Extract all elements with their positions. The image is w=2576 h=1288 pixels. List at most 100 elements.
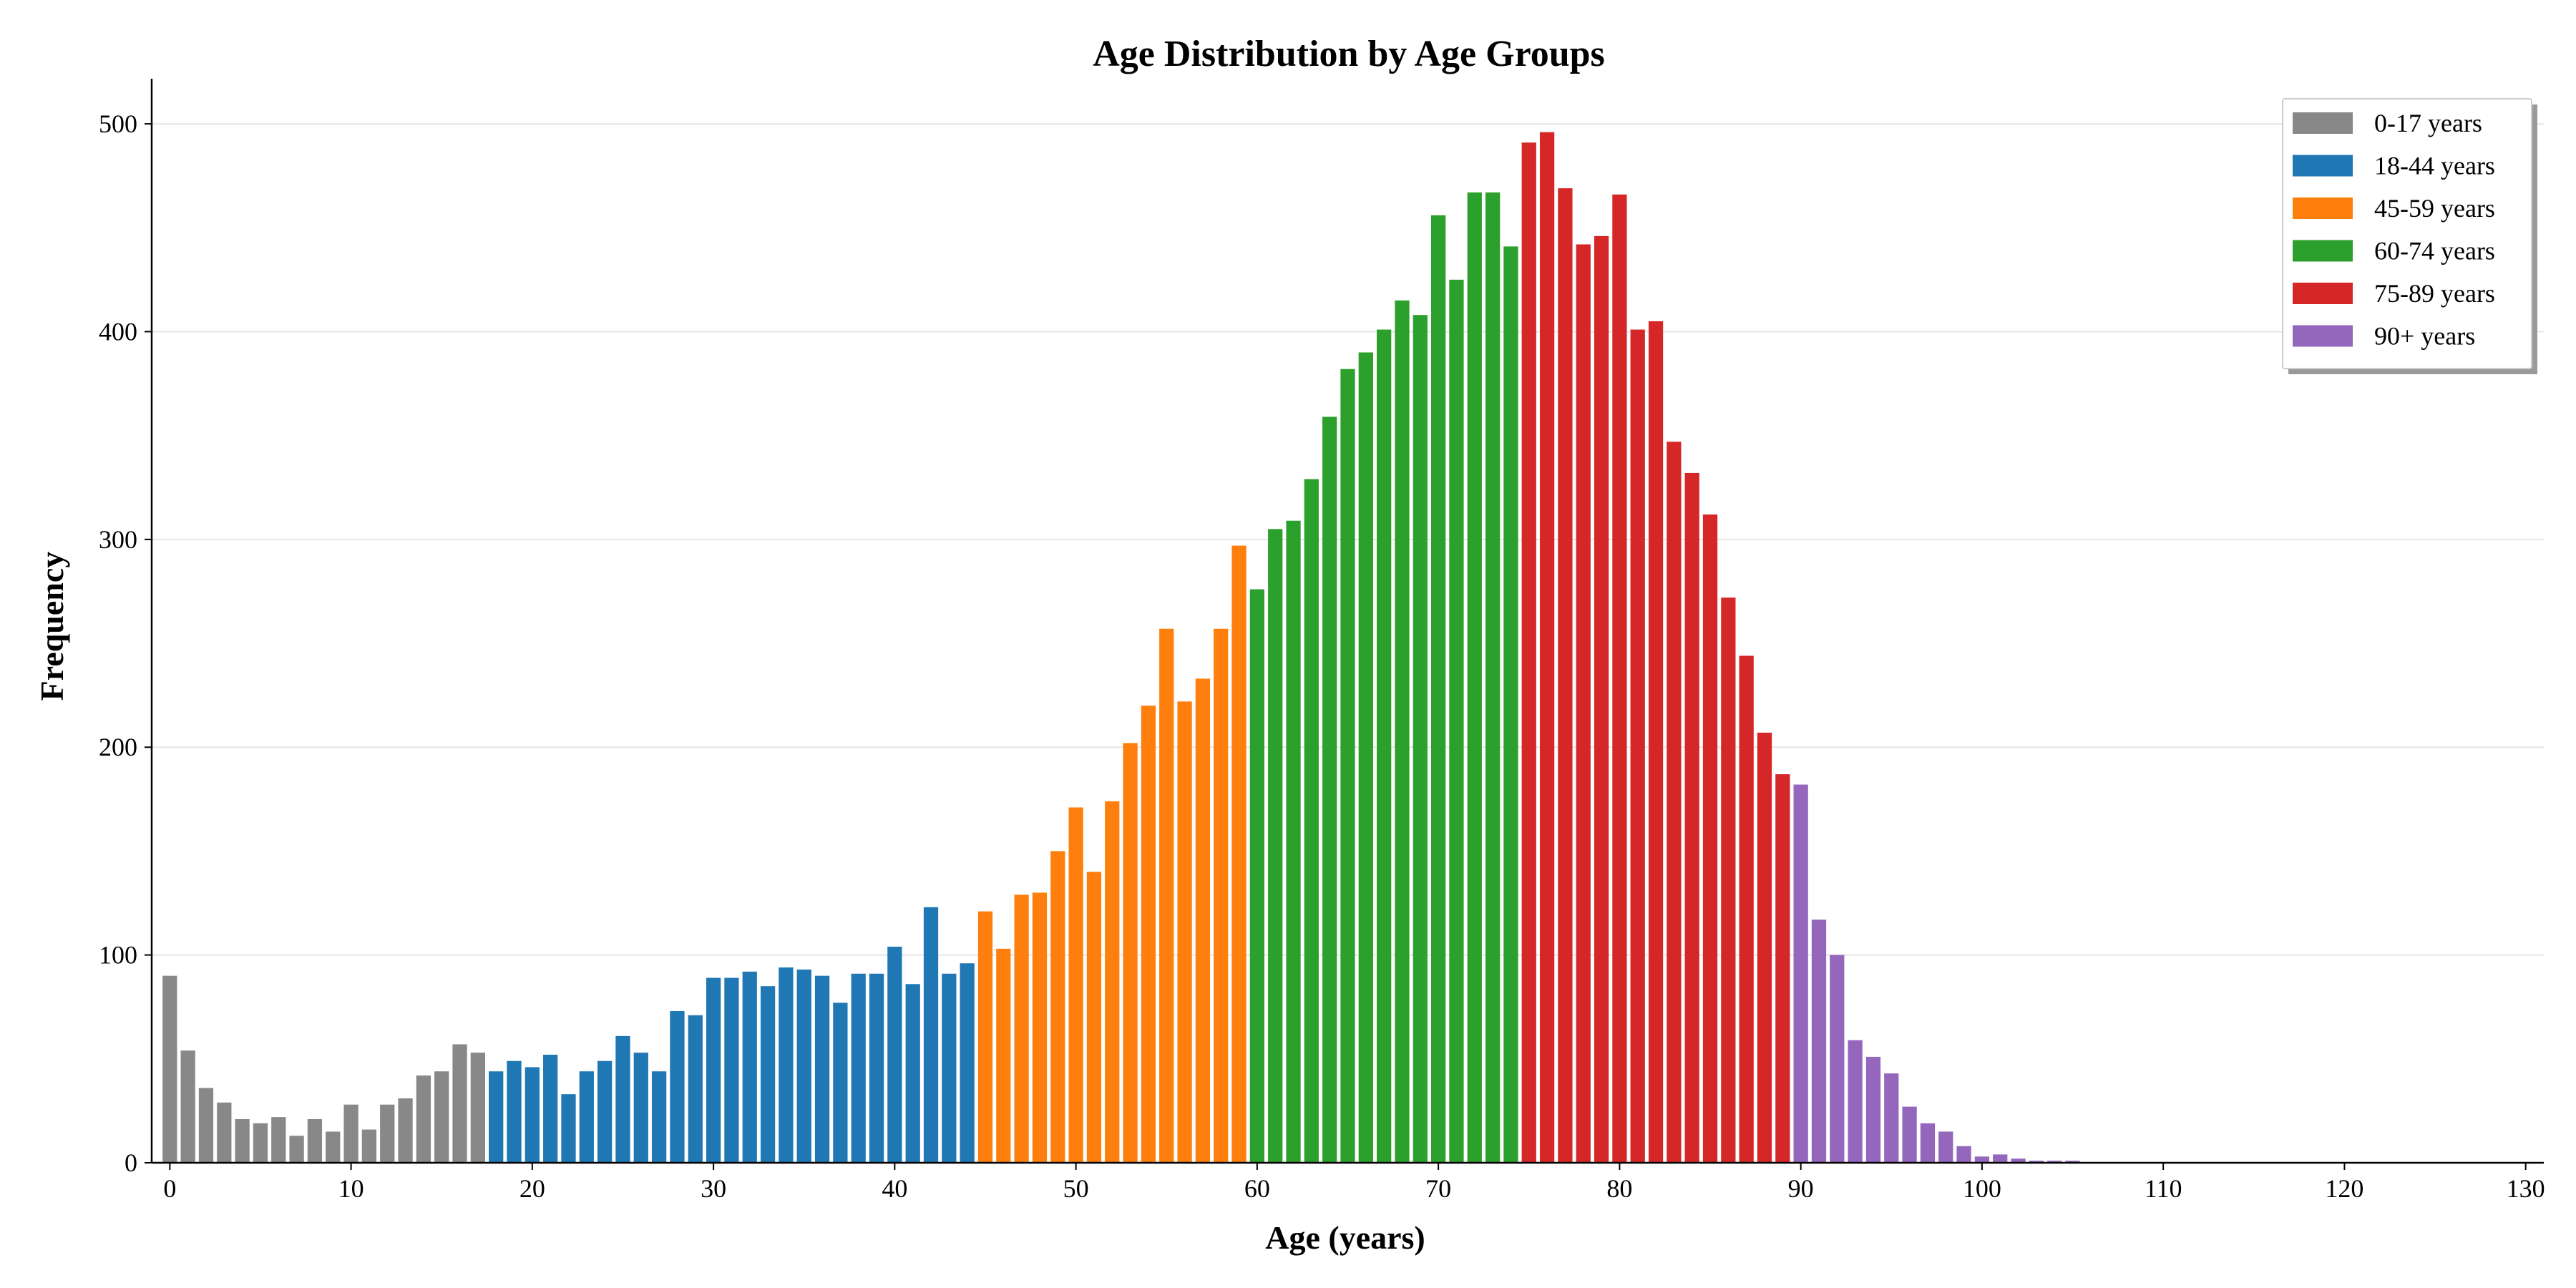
bar <box>1105 801 1120 1163</box>
bar <box>1920 1123 1936 1163</box>
bar <box>507 1060 522 1163</box>
bar <box>1667 441 1682 1163</box>
x-tick-label: 110 <box>2145 1174 2182 1203</box>
bar <box>887 947 902 1163</box>
bar <box>706 977 721 1163</box>
bar <box>1648 321 1664 1163</box>
bar <box>1268 529 1283 1163</box>
legend-swatch <box>2293 240 2353 262</box>
bar <box>869 973 884 1163</box>
bar <box>742 971 757 1163</box>
bar <box>779 967 794 1163</box>
bar <box>561 1094 576 1163</box>
y-tick-label: 0 <box>125 1148 137 1177</box>
bar <box>1413 315 1428 1163</box>
bar <box>1757 732 1772 1163</box>
bar <box>1576 244 1591 1163</box>
bar <box>1123 743 1138 1163</box>
x-tick-label: 40 <box>882 1174 907 1203</box>
bar <box>1684 472 1699 1163</box>
bar <box>2047 1161 2062 1163</box>
y-tick-label: 300 <box>99 525 137 554</box>
bar <box>1630 329 1645 1163</box>
legend-swatch <box>2293 112 2353 134</box>
bar <box>343 1104 358 1163</box>
bar <box>452 1044 467 1163</box>
bar <box>1539 132 1555 1163</box>
legend-label: 45-59 years <box>2374 194 2495 223</box>
bar <box>1775 774 1790 1163</box>
bar <box>1340 369 1355 1163</box>
bar <box>1141 706 1156 1163</box>
bar <box>2011 1158 2026 1163</box>
bar <box>1902 1106 1917 1163</box>
bar <box>1503 246 1518 1163</box>
x-tick-label: 30 <box>701 1174 726 1203</box>
bar <box>1304 479 1319 1163</box>
bar <box>1430 215 1446 1163</box>
bar <box>1830 955 1845 1163</box>
bar <box>1739 655 1754 1163</box>
bar <box>651 1071 667 1163</box>
bar <box>905 984 920 1163</box>
legend-swatch <box>2293 325 2353 347</box>
bar <box>615 1035 630 1163</box>
bar <box>670 1011 685 1163</box>
bar <box>525 1067 540 1163</box>
bar <box>1938 1131 1953 1163</box>
bar <box>1558 188 1573 1163</box>
bar <box>271 1117 286 1163</box>
bar <box>1467 192 1482 1163</box>
x-tick-label: 50 <box>1063 1174 1089 1203</box>
axes-layer: 0 10 20 30 40 50 60 70 80 90 100 110 120 130 0 100 200 30… <box>99 79 2545 1203</box>
bar <box>1322 416 1337 1163</box>
bar <box>1050 851 1065 1163</box>
x-tick-label: 0 <box>163 1174 176 1203</box>
bars-layer <box>162 132 2080 1163</box>
bar <box>2029 1161 2044 1163</box>
legend-label: 0-17 years <box>2374 109 2482 137</box>
x-axis-label: Age (years) <box>1265 1219 1425 1256</box>
bar <box>1521 142 1536 1163</box>
bar <box>579 1071 594 1163</box>
bar <box>960 963 975 1163</box>
bar <box>977 911 993 1163</box>
x-tick-label: 70 <box>1425 1174 1451 1203</box>
bar <box>1993 1154 2008 1163</box>
bar <box>1865 1056 1881 1163</box>
x-tick-label: 90 <box>1788 1174 1814 1203</box>
y-tick-label: 200 <box>99 733 137 761</box>
bar <box>1485 192 1501 1163</box>
bar <box>398 1098 413 1163</box>
bar <box>326 1131 341 1163</box>
y-tick-label: 500 <box>99 109 137 138</box>
bar <box>1249 589 1265 1163</box>
y-tick-label: 100 <box>99 941 137 970</box>
x-tick-label: 80 <box>1606 1174 1632 1203</box>
legend: 0-17 years 18-44 years 45-59 years 60-74 ye… <box>2282 98 2537 374</box>
bar <box>633 1053 648 1163</box>
bar <box>1848 1040 1863 1163</box>
bar <box>307 1119 323 1163</box>
y-tick-label: 400 <box>99 317 137 346</box>
bar <box>470 1053 485 1163</box>
bar <box>688 1015 703 1163</box>
bar <box>1702 514 1718 1163</box>
bar <box>851 973 866 1163</box>
legend-label: 90+ years <box>2374 322 2475 351</box>
bar <box>1358 352 1373 1163</box>
bar <box>923 907 939 1163</box>
bar <box>1884 1073 1899 1163</box>
bar <box>198 1088 214 1163</box>
x-tick-label: 60 <box>1244 1174 1270 1203</box>
bar <box>489 1071 504 1163</box>
bar <box>1177 701 1192 1163</box>
bar <box>1159 628 1174 1163</box>
chart-title: Age Distribution by Age Groups <box>1093 34 1605 74</box>
bar <box>180 1050 195 1163</box>
bar <box>2065 1161 2080 1163</box>
bar <box>1793 784 1808 1163</box>
bar <box>253 1123 268 1163</box>
x-tick-label: 130 <box>2507 1174 2545 1203</box>
